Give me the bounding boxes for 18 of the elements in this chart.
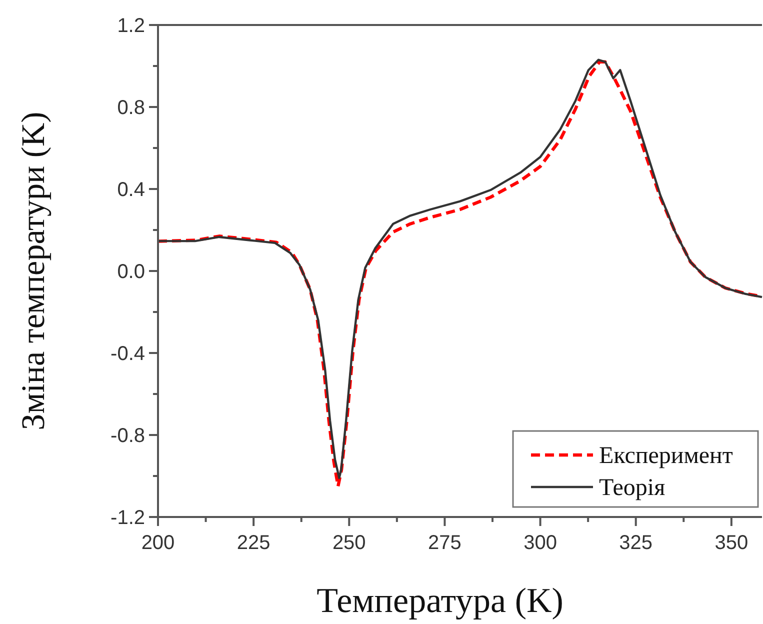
y-tick-label: 0.0 — [117, 261, 145, 283]
x-tick-label: 275 — [428, 532, 462, 554]
y-tick-label: 0.4 — [117, 179, 145, 201]
legend-label: Теорія — [599, 475, 666, 501]
x-tick-label: 200 — [141, 532, 175, 554]
legend-label: Експеримент — [599, 443, 734, 469]
y-tick-label: -0.8 — [110, 425, 145, 447]
x-tick-label: 325 — [619, 532, 653, 554]
x-tick-label: 250 — [332, 532, 366, 554]
y-tick-label: -1.2 — [110, 507, 145, 529]
y-tick-label: 0.8 — [117, 97, 145, 119]
x-tick-label: 350 — [714, 532, 748, 554]
y-axis-title: Зміна температури (K) — [16, 112, 52, 430]
x-tick-label: 225 — [236, 532, 270, 554]
y-tick-label: 1.2 — [117, 15, 145, 37]
x-tick-label: 300 — [524, 532, 557, 554]
y-tick-label: -0.4 — [110, 343, 145, 365]
x-axis-title: Температура (K) — [316, 581, 564, 620]
